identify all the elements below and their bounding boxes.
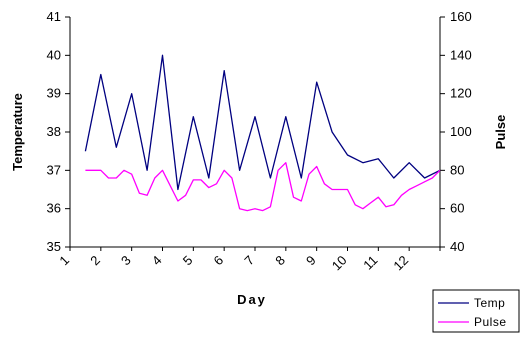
y2-tick-label: 80 bbox=[450, 162, 464, 177]
x-tick-label: 7 bbox=[241, 253, 257, 269]
y2-tick-label: 120 bbox=[450, 86, 472, 101]
x-tick-label: 3 bbox=[118, 253, 134, 269]
y2-tick-label: 40 bbox=[450, 239, 464, 254]
legend-box bbox=[432, 289, 520, 333]
y2-tick-label: 140 bbox=[450, 47, 472, 62]
x-tick-label: 1 bbox=[56, 253, 72, 269]
series-layer bbox=[84, 54, 441, 212]
y2-tick-label: 160 bbox=[450, 9, 472, 24]
legend-label-temp: Temp bbox=[474, 296, 505, 310]
y-tick-label: 41 bbox=[47, 9, 61, 24]
x-tick-label: 11 bbox=[360, 253, 380, 273]
y-tick-label: 38 bbox=[47, 124, 61, 139]
x-tick-label: 6 bbox=[211, 253, 227, 269]
y-tick-label: 39 bbox=[47, 86, 61, 101]
y-tick-label: 37 bbox=[47, 162, 61, 177]
x-axis-title: Day bbox=[237, 292, 267, 307]
x-tick-label: 4 bbox=[149, 253, 165, 269]
x-tick-label: 12 bbox=[390, 253, 411, 274]
y2-tick-label: 100 bbox=[450, 124, 472, 139]
x-tick-label: 2 bbox=[87, 253, 103, 269]
x-tick-label: 8 bbox=[272, 253, 288, 269]
x-tick-label: 5 bbox=[180, 253, 196, 269]
y-tick-label: 40 bbox=[47, 47, 61, 62]
series-temp-line bbox=[84, 54, 441, 191]
y2-tick-label: 60 bbox=[450, 201, 464, 216]
legend-label-pulse: Pulse bbox=[474, 315, 507, 329]
y2-axis-title: Pulse bbox=[493, 115, 508, 150]
series-pulse-line bbox=[85, 162, 441, 212]
y-tick-label: 36 bbox=[47, 201, 61, 216]
x-tick-label: 9 bbox=[303, 253, 319, 269]
y-tick-label: 35 bbox=[47, 239, 61, 254]
x-tick-label: 10 bbox=[329, 253, 350, 274]
legend: Temp Pulse bbox=[432, 289, 520, 333]
y-axis-title: Temperature bbox=[10, 93, 25, 171]
